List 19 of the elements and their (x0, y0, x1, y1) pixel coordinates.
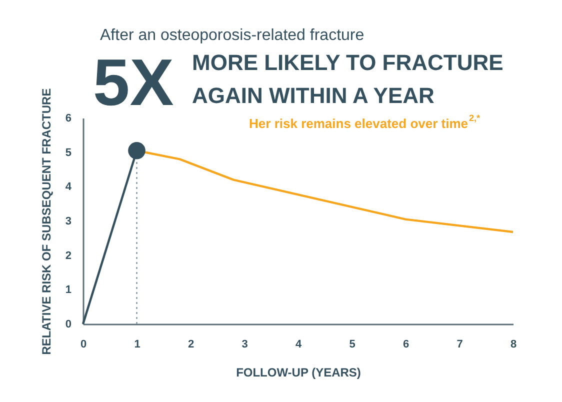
x-axis-title: FOLLOW-UP (YEARS) (236, 366, 361, 380)
x-tick-label: 5 (349, 338, 356, 350)
y-tick-label: 1 (65, 284, 72, 296)
y-tick-label: 5 (65, 146, 72, 159)
y-tick-label: 0 (65, 318, 72, 330)
y-tick-label: 4 (65, 181, 72, 194)
x-tick-label: 8 (510, 338, 517, 350)
y-tick-label: 3 (65, 216, 72, 228)
x-tick-label: 4 (295, 338, 302, 350)
y-axis-title: RELATIVE RISK OF SUBSEQUENT FRACTURE (39, 88, 54, 355)
x-tick-label: 6 (402, 338, 410, 350)
x-tick-label: 7 (456, 338, 463, 350)
text: After an osteoporosis-related fracture (100, 27, 364, 44)
x-tick-label: 1 (134, 338, 140, 350)
x-tick-label: 0 (80, 338, 87, 350)
y-tick-label: 2 (65, 250, 72, 262)
x-tick-label: 2 (188, 338, 194, 350)
y-tick-label: 6 (65, 112, 72, 124)
x-tick-label: 3 (242, 338, 248, 350)
